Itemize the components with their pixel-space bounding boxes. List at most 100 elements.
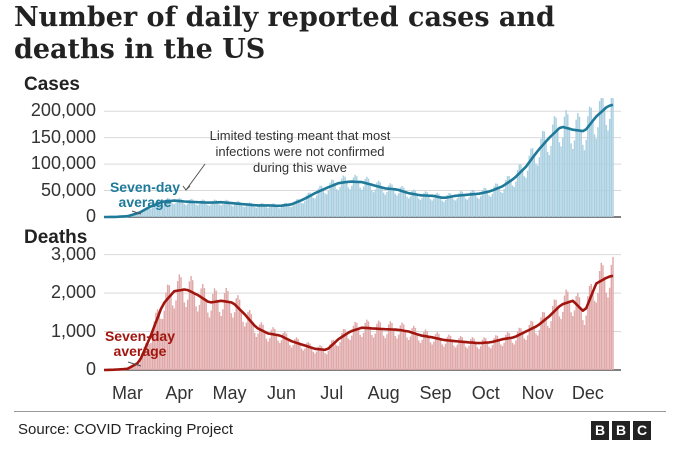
cases-daily-bar	[419, 200, 422, 217]
deaths-daily-bar	[580, 307, 582, 370]
deaths-daily-bar	[207, 312, 209, 370]
deaths-daily-bar	[386, 334, 388, 370]
deaths-daily-bar	[444, 343, 447, 370]
deaths-daily-bar	[131, 365, 134, 370]
cases-daily-bar	[572, 148, 574, 217]
deaths-daily-bar	[225, 287, 227, 370]
deaths-daily-bar	[330, 340, 333, 370]
deaths-daily-bar	[491, 345, 494, 370]
cases-y-tick-label: 150,000	[30, 126, 96, 147]
deaths-daily-bar	[299, 343, 301, 370]
cases-daily-bar	[387, 185, 390, 217]
deaths-daily-bar	[346, 333, 348, 370]
cases-daily-bar	[307, 192, 309, 217]
deaths-daily-bar	[448, 334, 450, 370]
deaths-daily-bar	[588, 285, 591, 370]
cases-daily-bar	[490, 196, 492, 217]
cases-daily-bar	[528, 155, 530, 217]
deaths-daily-bar	[237, 295, 239, 370]
deaths-daily-bar	[181, 288, 184, 370]
cases-daily-bar	[376, 182, 378, 217]
cases-daily-bar	[476, 197, 479, 217]
cases-panel-label: Cases	[24, 74, 80, 95]
deaths-daily-bar	[260, 322, 263, 370]
deaths-daily-bar	[213, 288, 216, 370]
cases-daily-bar	[240, 203, 243, 217]
deaths-daily-bar	[503, 342, 505, 370]
cases-y-tick-label: 100,000	[30, 153, 96, 174]
deaths-daily-bar	[523, 338, 525, 370]
deaths-daily-bar	[474, 342, 477, 370]
cases-daily-bar	[153, 203, 155, 217]
cases-daily-bar	[480, 196, 482, 217]
cases-daily-bar	[577, 113, 579, 217]
cases-daily-bar	[215, 200, 217, 217]
cases-daily-bar	[319, 185, 321, 217]
cases-daily-bar	[565, 110, 567, 217]
deaths-daily-bar	[423, 331, 425, 370]
deaths-daily-bar	[366, 319, 368, 370]
cases-daily-bar	[473, 190, 475, 217]
deaths-daily-bar	[560, 319, 562, 370]
deaths-daily-bar	[454, 347, 457, 370]
deaths-daily-bar	[357, 327, 360, 370]
cases-daily-bar	[366, 176, 368, 217]
deaths-daily-bar	[607, 297, 609, 370]
deaths-daily-bar	[483, 337, 485, 370]
deaths-daily-bar	[518, 327, 520, 370]
deaths-daily-bar	[235, 298, 237, 370]
cases-daily-bar	[602, 98, 604, 217]
cases-daily-bar	[483, 187, 485, 217]
cases-daily-bar	[357, 181, 360, 217]
deaths-daily-bar	[550, 321, 552, 370]
cases-daily-bar	[299, 200, 301, 217]
deaths-daily-bar	[257, 333, 259, 370]
deaths-daily-bar	[233, 312, 236, 370]
bbc-logo-letter: C	[633, 421, 651, 440]
deaths-daily-bar	[178, 274, 181, 370]
deaths-daily-bar	[602, 265, 604, 370]
deaths-daily-bar	[259, 324, 261, 370]
cases-daily-bar	[562, 137, 564, 217]
cases-daily-bar	[421, 197, 423, 217]
deaths-daily-bar	[352, 325, 355, 370]
cases-daily-bar	[573, 140, 576, 217]
cases-daily-bar	[227, 200, 229, 217]
deaths-daily-bar	[141, 352, 144, 370]
deaths-daily-bar	[170, 293, 172, 370]
cases-daily-bar	[210, 204, 212, 217]
cases-daily-bar	[531, 148, 534, 217]
deaths-daily-bar	[434, 334, 437, 370]
cases-daily-bar	[312, 197, 315, 217]
cases-daily-bar	[600, 98, 602, 217]
cases-daily-bar	[466, 199, 469, 217]
cases-daily-bar	[315, 195, 318, 217]
cases-daily-bar	[555, 117, 557, 217]
cases-daily-bar	[181, 201, 184, 217]
cases-daily-bar	[347, 187, 350, 217]
deaths-daily-bar	[133, 364, 135, 370]
deaths-daily-bar	[332, 339, 335, 370]
cases-daily-bar	[327, 190, 330, 217]
deaths-daily-bar	[315, 351, 318, 370]
deaths-daily-bar	[222, 309, 224, 370]
cases-daily-bar	[212, 200, 214, 217]
cases-daily-bar	[364, 178, 366, 217]
cases-daily-bar	[515, 181, 517, 217]
deaths-daily-bar	[135, 364, 137, 370]
deaths-daily-bar	[555, 299, 557, 370]
deaths-daily-bar	[476, 347, 479, 370]
deaths-daily-bar	[309, 343, 311, 370]
deaths-daily-bar	[449, 335, 452, 370]
cases-daily-bar	[223, 200, 226, 217]
deaths-daily-bar	[359, 334, 361, 370]
cases-daily-bar	[372, 192, 375, 217]
cases-daily-bar	[593, 134, 596, 217]
deaths-daily-bar	[151, 335, 154, 370]
deaths-daily-bar	[304, 348, 306, 370]
deaths-daily-bar	[262, 324, 264, 370]
deaths-daily-bar	[195, 306, 197, 370]
deaths-daily-bar	[595, 302, 597, 370]
cases-daily-bar	[423, 192, 425, 217]
deaths-daily-bar	[421, 339, 423, 370]
